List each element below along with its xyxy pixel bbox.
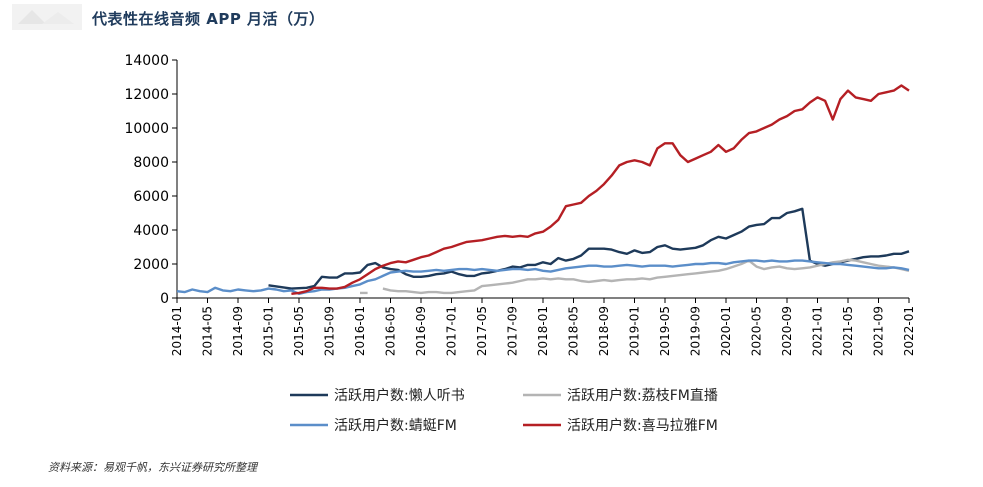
x-tick-label: 2017-09 — [506, 306, 520, 356]
x-tick-label: 2015-01 — [262, 306, 276, 356]
series-line-1 — [268, 207, 910, 290]
y-tick-label: 14000 — [124, 53, 169, 69]
source-note: 资料来源：易观千帆，东兴证券研究所整理 — [48, 461, 257, 474]
x-tick-label: 2016-09 — [414, 306, 428, 356]
x-tick-label: 2021-01 — [811, 306, 825, 356]
chart-title: 代表性在线音频 APP 月活（万） — [92, 10, 325, 28]
x-tick-label: 2015-09 — [323, 306, 337, 356]
y-tick-label: 0 — [160, 291, 169, 307]
y-tick-label: 2000 — [133, 257, 169, 273]
x-tick-label: 2014-01 — [170, 306, 184, 356]
y-tick-label: 4000 — [133, 223, 169, 239]
x-tick-label: 2020-01 — [719, 306, 733, 356]
legend-label-4: 活跃用户数:喜马拉雅FM — [567, 417, 718, 434]
x-tick-label: 2019-05 — [658, 306, 672, 356]
y-tick-label: 12000 — [124, 87, 169, 103]
brand-logo — [12, 4, 82, 30]
y-tick-label: 8000 — [133, 155, 169, 171]
series-line-4 — [291, 84, 910, 295]
x-tick-label: 2017-05 — [475, 306, 489, 356]
legend-label-2: 活跃用户数:荔枝FM直播 — [567, 387, 718, 404]
x-tick-label: 2021-05 — [841, 306, 855, 356]
x-tick-label: 2020-05 — [750, 306, 764, 356]
series-line-2 — [360, 258, 910, 295]
x-tick-label: 2022-01 — [902, 306, 916, 356]
x-tick-label: 2014-09 — [231, 306, 245, 356]
x-tick-label: 2019-01 — [628, 306, 642, 356]
x-tick-label: 2019-09 — [689, 306, 703, 356]
x-tick-label: 2018-05 — [567, 306, 581, 356]
x-tick-label: 2018-01 — [536, 306, 550, 356]
legend-label-3: 活跃用户数:蜻蜓FM — [334, 417, 457, 434]
x-tick-label: 2015-05 — [292, 306, 306, 356]
x-tick-label: 2021-09 — [872, 306, 886, 356]
x-tick-label: 2016-05 — [384, 306, 398, 356]
y-tick-label: 10000 — [124, 121, 169, 137]
x-tick-label: 2017-01 — [445, 306, 459, 356]
x-tick-label: 2016-01 — [353, 306, 367, 356]
legend-label-1: 活跃用户数:懒人听书 — [334, 387, 465, 404]
x-tick-label: 2020-09 — [780, 306, 794, 356]
y-tick-label: 6000 — [133, 189, 169, 205]
x-tick-label: 2018-09 — [597, 306, 611, 356]
x-tick-label: 2014-05 — [201, 306, 215, 356]
